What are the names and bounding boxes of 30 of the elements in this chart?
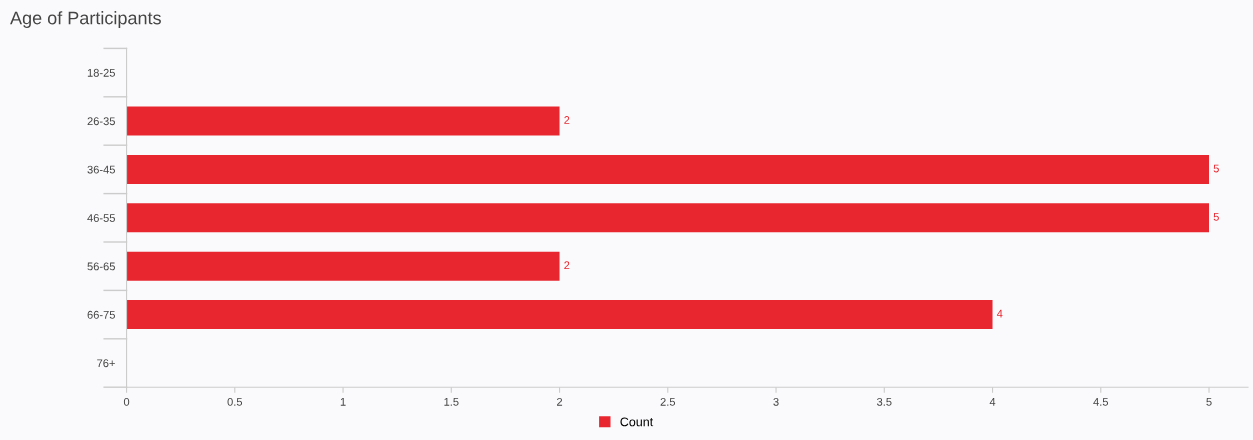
- y-tick-label: 36-45: [87, 165, 115, 174]
- x-tick-label: 3.5: [876, 397, 892, 406]
- chart-title: Age of Participants: [10, 11, 161, 28]
- x-tick-label: 2: [557, 397, 563, 406]
- bar: [126, 251, 560, 281]
- data-label: 4: [996, 309, 1003, 318]
- bar: [126, 106, 560, 136]
- y-tick-label: 46-55: [87, 214, 115, 222]
- legend-label: Count: [620, 417, 654, 427]
- data-label: 2: [564, 116, 570, 124]
- y-tick-label: 56-65: [87, 262, 115, 271]
- x-tick-label: 5: [1206, 398, 1212, 406]
- y-tick-label: 18-25: [87, 68, 115, 77]
- x-tick-label: 1.5: [444, 398, 459, 406]
- x-tick-label: 2.5: [660, 397, 676, 406]
- bar: [126, 300, 993, 330]
- x-tick-label: 0: [123, 397, 130, 406]
- y-tick-label: 66-75: [87, 310, 115, 319]
- bar: [126, 154, 1210, 184]
- y-tick-label: 26-35: [87, 117, 115, 126]
- x-tick-label: 1: [340, 398, 346, 406]
- x-tick-label: 0.5: [227, 397, 243, 406]
- data-label: 2: [564, 261, 570, 270]
- bar: [126, 203, 1210, 233]
- data-label: 5: [1213, 164, 1219, 173]
- data-label: 5: [1213, 213, 1219, 221]
- x-tick-label: 3: [773, 397, 779, 406]
- y-tick-label: 76+: [97, 359, 115, 368]
- x-tick-label: 4.5: [1093, 398, 1109, 406]
- x-tick-label: 4: [989, 398, 996, 406]
